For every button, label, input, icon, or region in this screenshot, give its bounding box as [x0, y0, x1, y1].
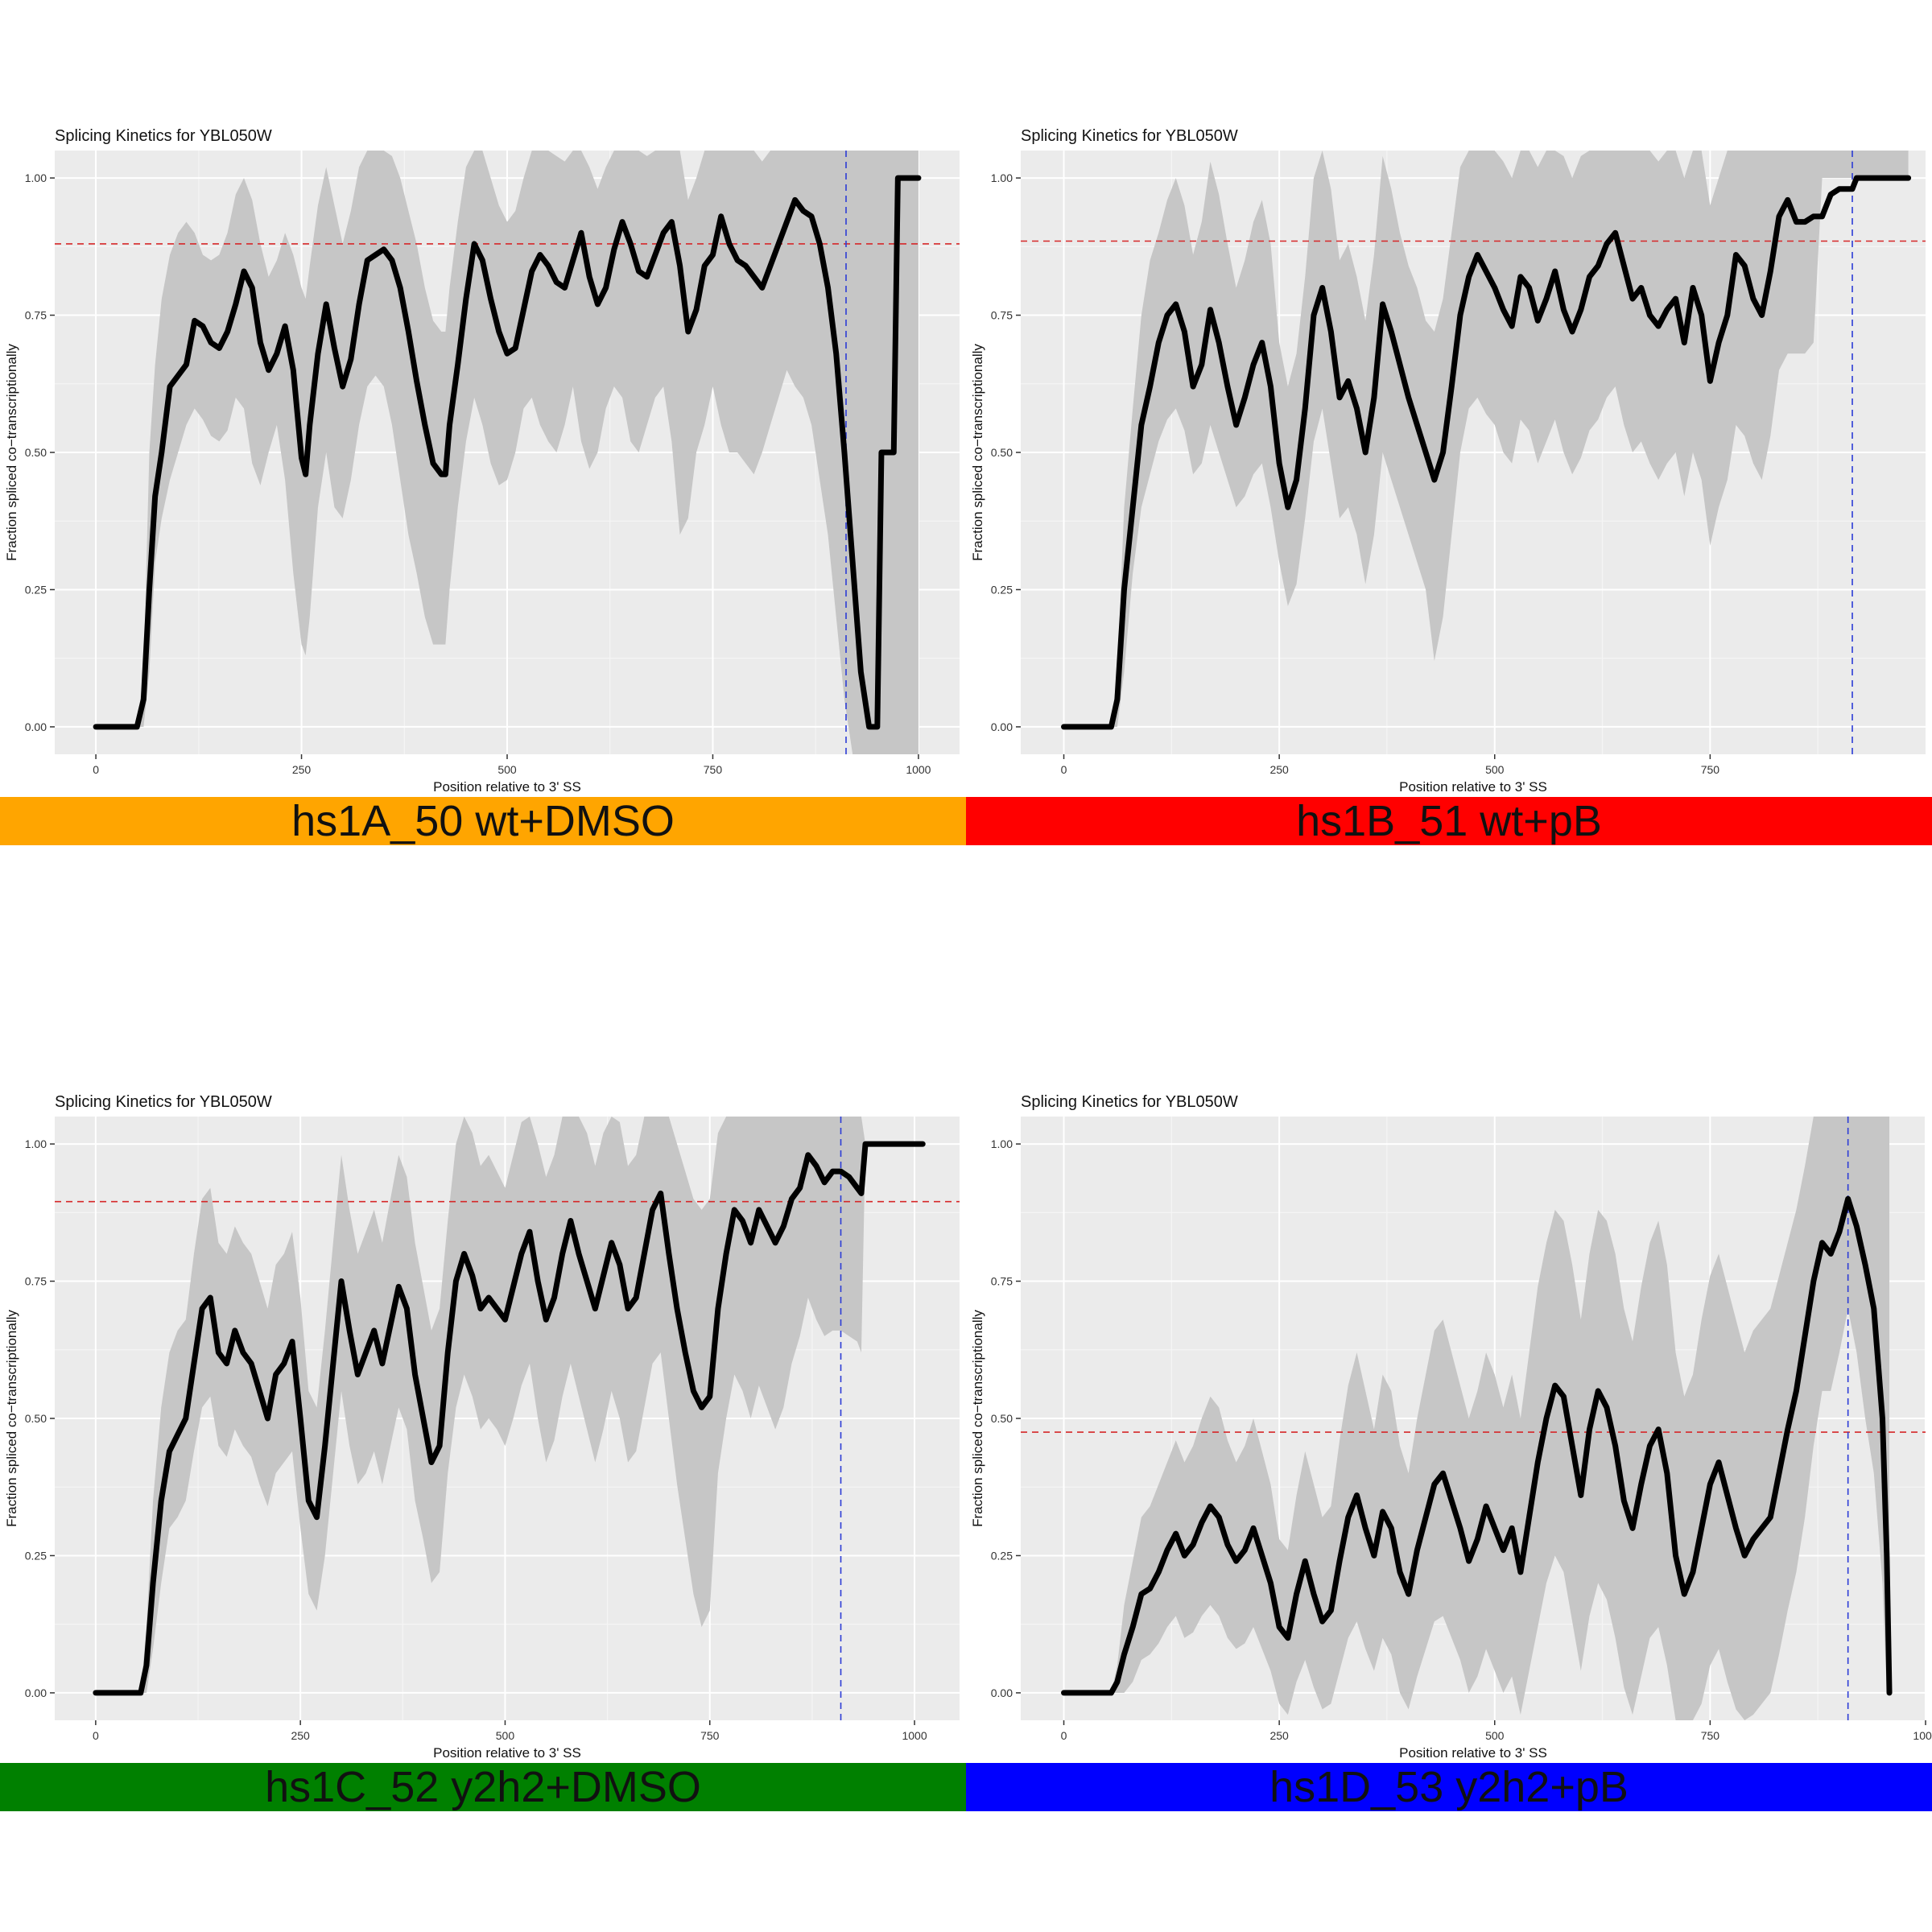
banner-3: hs1C_52 y2h2+DMSO: [0, 1763, 966, 1811]
c3-y-tick-label: 0.00: [25, 1686, 47, 1699]
c2-x-axis-label: Position relative to 3' SS: [1399, 779, 1547, 795]
c3-y-tick-label: 1.00: [25, 1137, 47, 1150]
chart-3: 0 250 500 750 1000 0.00 0.25 0.50 0.75 1.00 Splici…: [4, 1093, 960, 1761]
c2-x-tick-label: 500: [1485, 763, 1505, 776]
c3-y-axis-label: Fraction spliced co−transcriptionally: [4, 1310, 19, 1527]
c2-chart-title: Splicing Kinetics for YBL050W: [1021, 127, 1238, 145]
panel-4: 0 250 500 750 1000 0.00 0.25 0.50 0.75 1.00 Splici…: [966, 966, 1932, 1932]
banner-2: hs1B_51 wt+pB: [966, 797, 1932, 845]
c4-x-tick-label: 1000: [1913, 1729, 1932, 1742]
c1-x-tick-label: 750: [704, 763, 723, 776]
chart-2: 0 250 500 750 0.00 0.25 0.50 0.75 1.00 Splicing K…: [970, 127, 1926, 795]
c4-x-axis-label: Position relative to 3' SS: [1399, 1745, 1547, 1761]
chart-1: 0 250 500 750 1000 0.00 0.25 0.50 0.75 1.00 Splici…: [4, 127, 960, 795]
c3-y-tick-label: 0.75: [25, 1275, 47, 1288]
c1-x-tick-label: 500: [497, 763, 517, 776]
c3-x-tick-label: 0: [93, 1729, 99, 1742]
c2-y-axis-label: Fraction spliced co−transcriptionally: [970, 344, 985, 561]
c1-data-layer: [55, 151, 960, 754]
panel-1: 0 250 500 750 1000 0.00 0.25 0.50 0.75 1.00 Splici…: [0, 0, 966, 966]
c3-confidence-ribbon: [95, 1117, 923, 1693]
c1-y-tick-label: 0.00: [25, 720, 47, 733]
c2-y-tick-label: 0.00: [991, 720, 1013, 733]
c4-chart-title: Splicing Kinetics for YBL050W: [1021, 1093, 1238, 1111]
c4-x-tick-label: 0: [1061, 1729, 1067, 1742]
c1-y-tick-label: 0.25: [25, 583, 47, 596]
c3-y-tick-label: 0.25: [25, 1549, 47, 1562]
c2-x-tick-label: 750: [1701, 763, 1720, 776]
banner-4: hs1D_53 y2h2+pB: [966, 1763, 1932, 1811]
chart-4: 0 250 500 750 1000 0.00 0.25 0.50 0.75 1.00 Splici…: [970, 1093, 1932, 1761]
c3-x-axis-label: Position relative to 3' SS: [433, 1745, 581, 1761]
c4-y-tick-label: 0.75: [991, 1275, 1013, 1288]
c3-x-tick-label: 500: [496, 1729, 515, 1742]
c4-x-tick-label: 750: [1701, 1729, 1720, 1742]
c1-confidence-ribbon: [96, 151, 919, 754]
c3-x-tick-label: 1000: [902, 1729, 927, 1742]
c1-y-axis-label: Fraction spliced co−transcriptionally: [4, 344, 19, 561]
c3-data-layer: [55, 1117, 960, 1720]
c4-x-tick-label: 250: [1269, 1729, 1289, 1742]
c4-y-tick-label: 0.50: [991, 1412, 1013, 1425]
c1-spliced-fraction-line: [93, 175, 922, 730]
c3-x-tick-label: 750: [700, 1729, 720, 1742]
c4-y-tick-label: 1.00: [991, 1137, 1013, 1150]
c2-y-tick-label: 0.75: [991, 309, 1013, 322]
c1-x-tick-label: 250: [292, 763, 312, 776]
c4-y-tick-label: 0.25: [991, 1549, 1013, 1562]
c4-spliced-fraction-line: [1061, 1195, 1893, 1696]
c2-x-tick-label: 250: [1269, 763, 1289, 776]
c1-x-tick-label: 1000: [906, 763, 931, 776]
c2-x-tick-label: 0: [1061, 763, 1067, 776]
c4-x-tick-label: 500: [1485, 1729, 1505, 1742]
c2-y-tick-label: 1.00: [991, 171, 1013, 184]
c3-chart-title: Splicing Kinetics for YBL050W: [55, 1093, 272, 1111]
c1-y-tick-label: 1.00: [25, 171, 47, 184]
c3-x-tick-label: 250: [291, 1729, 310, 1742]
c2-data-layer: [1021, 151, 1926, 754]
c4-data-layer: [1021, 1117, 1926, 1720]
c4-confidence-ribbon: [1063, 1117, 1890, 1720]
c1-chart-title: Splicing Kinetics for YBL050W: [55, 127, 272, 145]
c2-spliced-fraction-line: [1061, 175, 1912, 730]
c1-y-tick-label: 0.50: [25, 446, 47, 459]
c2-y-tick-label: 0.25: [991, 583, 1013, 596]
c1-x-axis-label: Position relative to 3' SS: [433, 779, 581, 795]
panel-3: 0 250 500 750 1000 0.00 0.25 0.50 0.75 1.00 Splici…: [0, 966, 966, 1932]
banner-1: hs1A_50 wt+DMSO: [0, 797, 966, 845]
c3-spliced-fraction-line: [93, 1141, 926, 1696]
c1-y-tick-label: 0.75: [25, 309, 47, 322]
c1-x-tick-label: 0: [93, 763, 99, 776]
c4-y-axis-label: Fraction spliced co−transcriptionally: [970, 1310, 985, 1527]
c4-y-tick-label: 0.00: [991, 1686, 1013, 1699]
panel-2: 0 250 500 750 0.00 0.25 0.50 0.75 1.00 Splicing K…: [966, 0, 1932, 966]
c3-y-tick-label: 0.50: [25, 1412, 47, 1425]
c2-y-tick-label: 0.50: [991, 446, 1013, 459]
